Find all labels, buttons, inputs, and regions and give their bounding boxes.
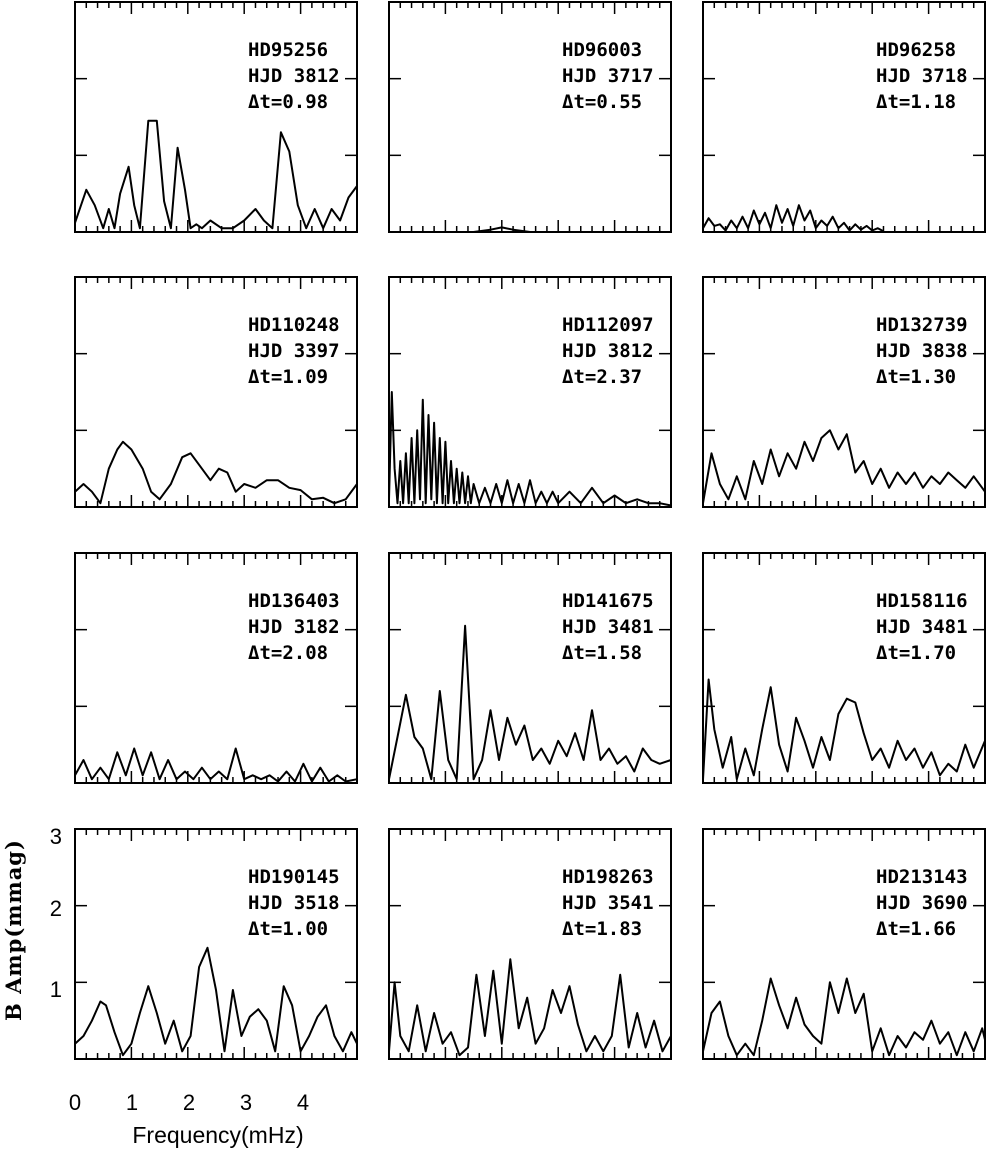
y-tick-label-3: 3 [50, 824, 62, 849]
panel-label-hjd: HJD 3718 [876, 65, 968, 87]
panels-group: HD95256 HJD 3812 Δt=0.98 HD96003 HJD 3717 Δt=… [74, 1, 986, 1060]
panel-frame [388, 828, 672, 1060]
spectrum-line-hd190145 [74, 946, 358, 1057]
panel-label-dt: Δt=1.66 [876, 918, 956, 940]
panel-label-star: HD190145 [248, 866, 340, 888]
panel-label-hjd: HJD 3518 [248, 892, 340, 914]
panel-label-hjd: HJD 3481 [562, 616, 654, 638]
panel-frame [702, 552, 986, 784]
spectrum-line-hd158116 [702, 678, 986, 781]
spectrum-line-hd95256 [74, 119, 358, 230]
panel-label-star: HD95256 [248, 39, 328, 61]
panel-label-hjd: HJD 3812 [562, 340, 654, 362]
panel-hd198263: HD198263 HJD 3541 Δt=1.83 [388, 828, 672, 1060]
panel-label-hjd: HJD 3690 [876, 892, 968, 914]
panel-label-hjd: HJD 3812 [248, 65, 340, 87]
panel-frame [74, 276, 358, 508]
panel-label-dt: Δt=1.83 [562, 918, 642, 940]
spectrum-line-hd96258 [702, 204, 884, 233]
spectrum-line-hd198263 [388, 958, 672, 1057]
panel-label-hjd: HJD 3397 [248, 340, 340, 362]
panel-label-dt: Δt=0.98 [248, 91, 328, 113]
panel-label-dt: Δt=1.09 [248, 366, 328, 388]
x-tick-label-1: 1 [126, 1090, 138, 1115]
y-axis-title: B Amp(mmag) [1, 839, 26, 1021]
panel-hd141675: HD141675 HJD 3481 Δt=1.58 [388, 552, 672, 784]
panel-label-dt: Δt=1.58 [562, 642, 642, 664]
panel-label-star: HD96003 [562, 39, 642, 61]
panel-hd213143: HD213143 HJD 3690 Δt=1.66 [702, 828, 986, 1060]
panel-label-star: HD158116 [876, 590, 968, 612]
panel-label-star: HD110248 [248, 314, 340, 336]
panel-hd136403: HD136403 HJD 3182 Δt=2.08 [74, 552, 358, 784]
panel-hd132739: HD132739 HJD 3838 Δt=1.30 [702, 276, 986, 508]
panel-label-star: HD96258 [876, 39, 956, 61]
panel-hd190145: HD190145 HJD 3518 Δt=1.00 [74, 828, 358, 1060]
panel-frame [74, 552, 358, 784]
panel-hd95256: HD95256 HJD 3812 Δt=0.98 [74, 1, 358, 233]
panel-label-dt: Δt=0.55 [562, 91, 642, 113]
panel-hd96003: HD96003 HJD 3717 Δt=0.55 [388, 1, 672, 233]
panel-frame [388, 276, 672, 508]
panel-label-dt: Δt=2.37 [562, 366, 642, 388]
spectrum-line-hd112097 [388, 391, 672, 507]
panel-frame [702, 276, 986, 508]
x-tick-label-0: 0 [69, 1090, 81, 1115]
panel-label-dt: Δt=1.18 [876, 91, 956, 113]
panel-label-hjd: HJD 3182 [248, 616, 340, 638]
panel-frame [702, 1, 986, 233]
spectrum-line-hd136403 [74, 747, 358, 783]
y-tick-label-2: 2 [50, 896, 62, 921]
panel-label-star: HD198263 [562, 866, 654, 888]
panel-frame [74, 1, 358, 233]
panel-label-dt: Δt=2.08 [248, 642, 328, 664]
spectrum-line-hd110248 [74, 440, 358, 505]
panel-label-dt: Δt=1.30 [876, 366, 956, 388]
panel-label-star: HD141675 [562, 590, 654, 612]
panel-hd96258: HD96258 HJD 3718 Δt=1.18 [702, 1, 986, 233]
spectrum-line-hd141675 [388, 624, 672, 781]
panel-frame [388, 1, 672, 233]
panel-label-star: HD132739 [876, 314, 968, 336]
panel-label-star: HD136403 [248, 590, 340, 612]
panel-hd110248: HD110248 HJD 3397 Δt=1.09 [74, 276, 358, 508]
panel-label-hjd: HJD 3481 [876, 616, 968, 638]
panel-label-star: HD112097 [562, 314, 654, 336]
x-tick-label-3: 3 [240, 1090, 252, 1115]
panel-label-star: HD213143 [876, 866, 968, 888]
panel-label-hjd: HJD 3541 [562, 892, 654, 914]
spectrum-line-hd132739 [702, 429, 986, 504]
panel-hd158116: HD158116 HJD 3481 Δt=1.70 [702, 552, 986, 784]
panel-hd112097: HD112097 HJD 3812 Δt=2.37 [388, 276, 672, 508]
spectrum-line-hd213143 [702, 977, 986, 1057]
x-tick-label-2: 2 [183, 1090, 195, 1115]
panel-frame [388, 552, 672, 784]
panel-label-hjd: HJD 3838 [876, 340, 968, 362]
panel-label-dt: Δt=1.70 [876, 642, 956, 664]
x-axis-title: Frequency(mHz) [132, 1122, 303, 1148]
y-tick-label-1: 1 [50, 977, 62, 1002]
x-tick-label-4: 4 [297, 1090, 309, 1115]
panel-label-dt: Δt=1.00 [248, 918, 328, 940]
panel-frame [74, 828, 358, 1060]
panel-frame [702, 828, 986, 1060]
panel-label-hjd: HJD 3717 [562, 65, 654, 87]
